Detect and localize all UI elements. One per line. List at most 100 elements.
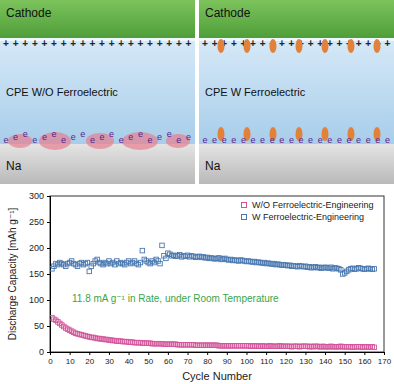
- y-tick-label: 50: [34, 321, 44, 331]
- plot-area: [50, 243, 376, 349]
- electron: e: [61, 135, 66, 145]
- x-tick-label: 50: [144, 357, 153, 366]
- electron: e: [241, 135, 246, 145]
- electron: e: [279, 135, 284, 145]
- positive-charge: +: [118, 38, 124, 49]
- positive-charge: +: [51, 38, 57, 49]
- x-tick-mark: [266, 352, 267, 355]
- dipole: [270, 39, 277, 53]
- x-tick-mark: [168, 352, 169, 355]
- positive-charge: +: [89, 38, 95, 49]
- x-tick-label: 40: [125, 357, 134, 366]
- positive-charge: +: [61, 38, 67, 49]
- annotation: 11.8 mA g⁻¹ in Rate, under Room Temperat…: [72, 293, 279, 304]
- series: [50, 315, 376, 349]
- y-tick-label: 100: [29, 295, 44, 305]
- x-axis-line: [51, 353, 385, 356]
- x-tick: 80: [203, 352, 212, 366]
- x-tick: 130: [299, 352, 313, 366]
- y-tick-label: 250: [29, 217, 44, 227]
- electron: e: [298, 135, 303, 145]
- electron: e: [202, 135, 207, 145]
- y-tick: 0: [39, 347, 50, 357]
- x-tick: 150: [339, 352, 353, 366]
- x-tick: 110: [260, 352, 273, 366]
- figure: CathodeCPE W/O FerroelectricNa++++++++++…: [0, 0, 394, 384]
- y-tick-mark: [47, 352, 50, 353]
- x-tick-label: 150: [339, 357, 353, 366]
- layer-label: Na: [6, 159, 22, 173]
- positive-charge: +: [128, 38, 134, 49]
- dipole: [374, 39, 381, 53]
- x-tick: 70: [184, 352, 193, 366]
- positive-charge: +: [202, 38, 208, 49]
- x-tick-label: 130: [299, 357, 313, 366]
- electron: e: [289, 135, 294, 145]
- positive-charge: +: [288, 38, 294, 49]
- cathode-layer: [199, 0, 394, 38]
- legend-marker: [242, 203, 247, 208]
- positive-charge: +: [32, 38, 38, 49]
- diagram-panel: CathodeCPE W FerroelectricNa++++++++++++…: [199, 0, 394, 184]
- positive-charge: +: [336, 38, 342, 49]
- electron: e: [90, 135, 95, 145]
- dipole: [296, 39, 303, 53]
- data-point: [87, 269, 92, 274]
- electron: e: [327, 135, 332, 145]
- x-tick-mark: [325, 352, 326, 355]
- electron: e: [32, 135, 37, 145]
- x-tick-mark: [364, 352, 365, 355]
- positive-charge: +: [279, 38, 285, 49]
- legend-label: W Ferroelectric-Engineering: [252, 212, 364, 222]
- data-point: [160, 243, 165, 248]
- x-tick-label: 30: [105, 357, 114, 366]
- y-tick-label: 0: [39, 347, 44, 357]
- data-point: [158, 261, 163, 266]
- x-tick-label: 170: [378, 357, 392, 366]
- positive-charge: +: [109, 38, 115, 49]
- electron: e: [222, 135, 227, 145]
- layer-label: Na: [205, 159, 221, 173]
- y-tick: 250: [29, 217, 50, 227]
- electron: e: [13, 132, 18, 142]
- electron: e: [366, 135, 371, 145]
- electron: e: [186, 132, 191, 142]
- electron: e: [51, 129, 56, 139]
- layer-label: CPE W Ferroelectric: [205, 86, 306, 98]
- data-point: [372, 345, 377, 350]
- y-axis: 050100150200250300: [29, 191, 51, 357]
- y-tick: 50: [34, 321, 50, 331]
- x-tick-label: 60: [164, 357, 173, 366]
- positive-charge: +: [308, 38, 314, 49]
- x-tick: 50: [144, 352, 153, 366]
- x-tick: 90: [223, 352, 232, 366]
- positive-charge: +: [260, 38, 266, 49]
- x-tick-mark: [70, 352, 71, 355]
- electron: e: [3, 135, 8, 145]
- y-tick-mark: [47, 248, 50, 249]
- diagram-panel: CathodeCPE W/O FerroelectricNa++++++++++…: [0, 0, 195, 184]
- electron: e: [157, 132, 162, 142]
- x-tick-mark: [345, 352, 346, 355]
- legend-marker: [242, 215, 247, 220]
- electrolyte-layer: [199, 38, 394, 144]
- x-tick: 120: [280, 352, 294, 366]
- positive-charge: +: [166, 38, 172, 49]
- positive-charge: +: [250, 38, 256, 49]
- positive-charge: +: [99, 38, 105, 49]
- x-tick-mark: [89, 352, 90, 355]
- y-axis-title: Discharge Capacity [mAh g⁻¹]: [7, 208, 18, 341]
- x-axis-title: Cycle Number: [182, 370, 252, 382]
- electron: e: [346, 135, 351, 145]
- x-tick: 100: [240, 352, 254, 366]
- y-tick-label: 300: [29, 191, 44, 201]
- electron: e: [23, 129, 28, 139]
- x-axis: 0102030405060708090100110120130140150160…: [48, 352, 391, 366]
- positive-charge: +: [384, 38, 390, 49]
- legend: W/O Ferroelectric-EngineeringW Ferroelec…: [242, 200, 374, 222]
- x-tick-mark: [286, 352, 287, 355]
- y-tick: 150: [29, 269, 50, 279]
- plot-frame: [50, 196, 384, 352]
- data-point: [140, 248, 145, 253]
- electron: e: [176, 135, 181, 145]
